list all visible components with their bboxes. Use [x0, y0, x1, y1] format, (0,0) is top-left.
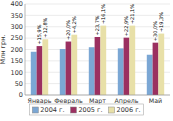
bar — [118, 48, 124, 95]
chart-container: 0 50 100 150 200 250 300 350 400 Млн грн. +15,9%+2… — [0, 0, 173, 121]
legend-frame — [29, 104, 143, 115]
x-axis-line — [25, 95, 170, 96]
bar — [147, 55, 153, 95]
bar — [42, 39, 48, 95]
bar — [31, 52, 37, 95]
bar — [153, 43, 159, 95]
annotation: +12,8% — [42, 17, 48, 37]
legend-swatch — [109, 107, 115, 113]
y-tick-label: 400 — [11, 0, 23, 8]
y-tick-label: 250 — [11, 34, 23, 42]
bar — [66, 42, 72, 95]
legend: 2004 г. 2005 г. 2006 г. — [29, 104, 143, 115]
bar — [37, 46, 43, 95]
y-axis-label: Млн грн. — [0, 35, 7, 65]
legend-label: 2005 г. — [78, 106, 102, 114]
bar — [95, 37, 101, 95]
y-tick-label: 100 — [11, 69, 23, 77]
bar — [71, 35, 77, 95]
grid-line — [25, 4, 170, 5]
annotations: +15,9%+20,0%+23,7%+22,9%+30,0%+12,8%+4,2… — [36, 4, 164, 45]
x-tick-label: Май — [149, 97, 162, 104]
legend-label: 2004 г. — [40, 106, 64, 114]
legend-swatch — [32, 107, 38, 113]
annotation: +19,3% — [158, 12, 164, 32]
y-axis-line — [25, 4, 26, 95]
y-tick-label: 300 — [11, 23, 23, 31]
y-tick-label: 150 — [11, 57, 23, 65]
y-tick-label: 350 — [11, 12, 23, 20]
y-tick-label: 50 — [15, 80, 23, 88]
y-tick-label: 200 — [11, 46, 23, 54]
annotation: +4,2% — [71, 16, 77, 33]
bar — [60, 49, 66, 95]
y-tick-label: 0 — [19, 91, 23, 99]
legend-label: 2006 г. — [117, 106, 141, 114]
annotation: +16,1% — [100, 4, 106, 24]
legend-swatch — [70, 107, 76, 113]
chart: 0 50 100 150 200 250 300 350 400 Млн грн. +15,9%+2… — [0, 0, 173, 121]
bar — [124, 38, 130, 95]
annotation: +21,1% — [129, 4, 135, 24]
bar — [158, 34, 164, 95]
bar — [129, 26, 135, 95]
bar — [100, 26, 106, 95]
bar — [89, 47, 95, 95]
